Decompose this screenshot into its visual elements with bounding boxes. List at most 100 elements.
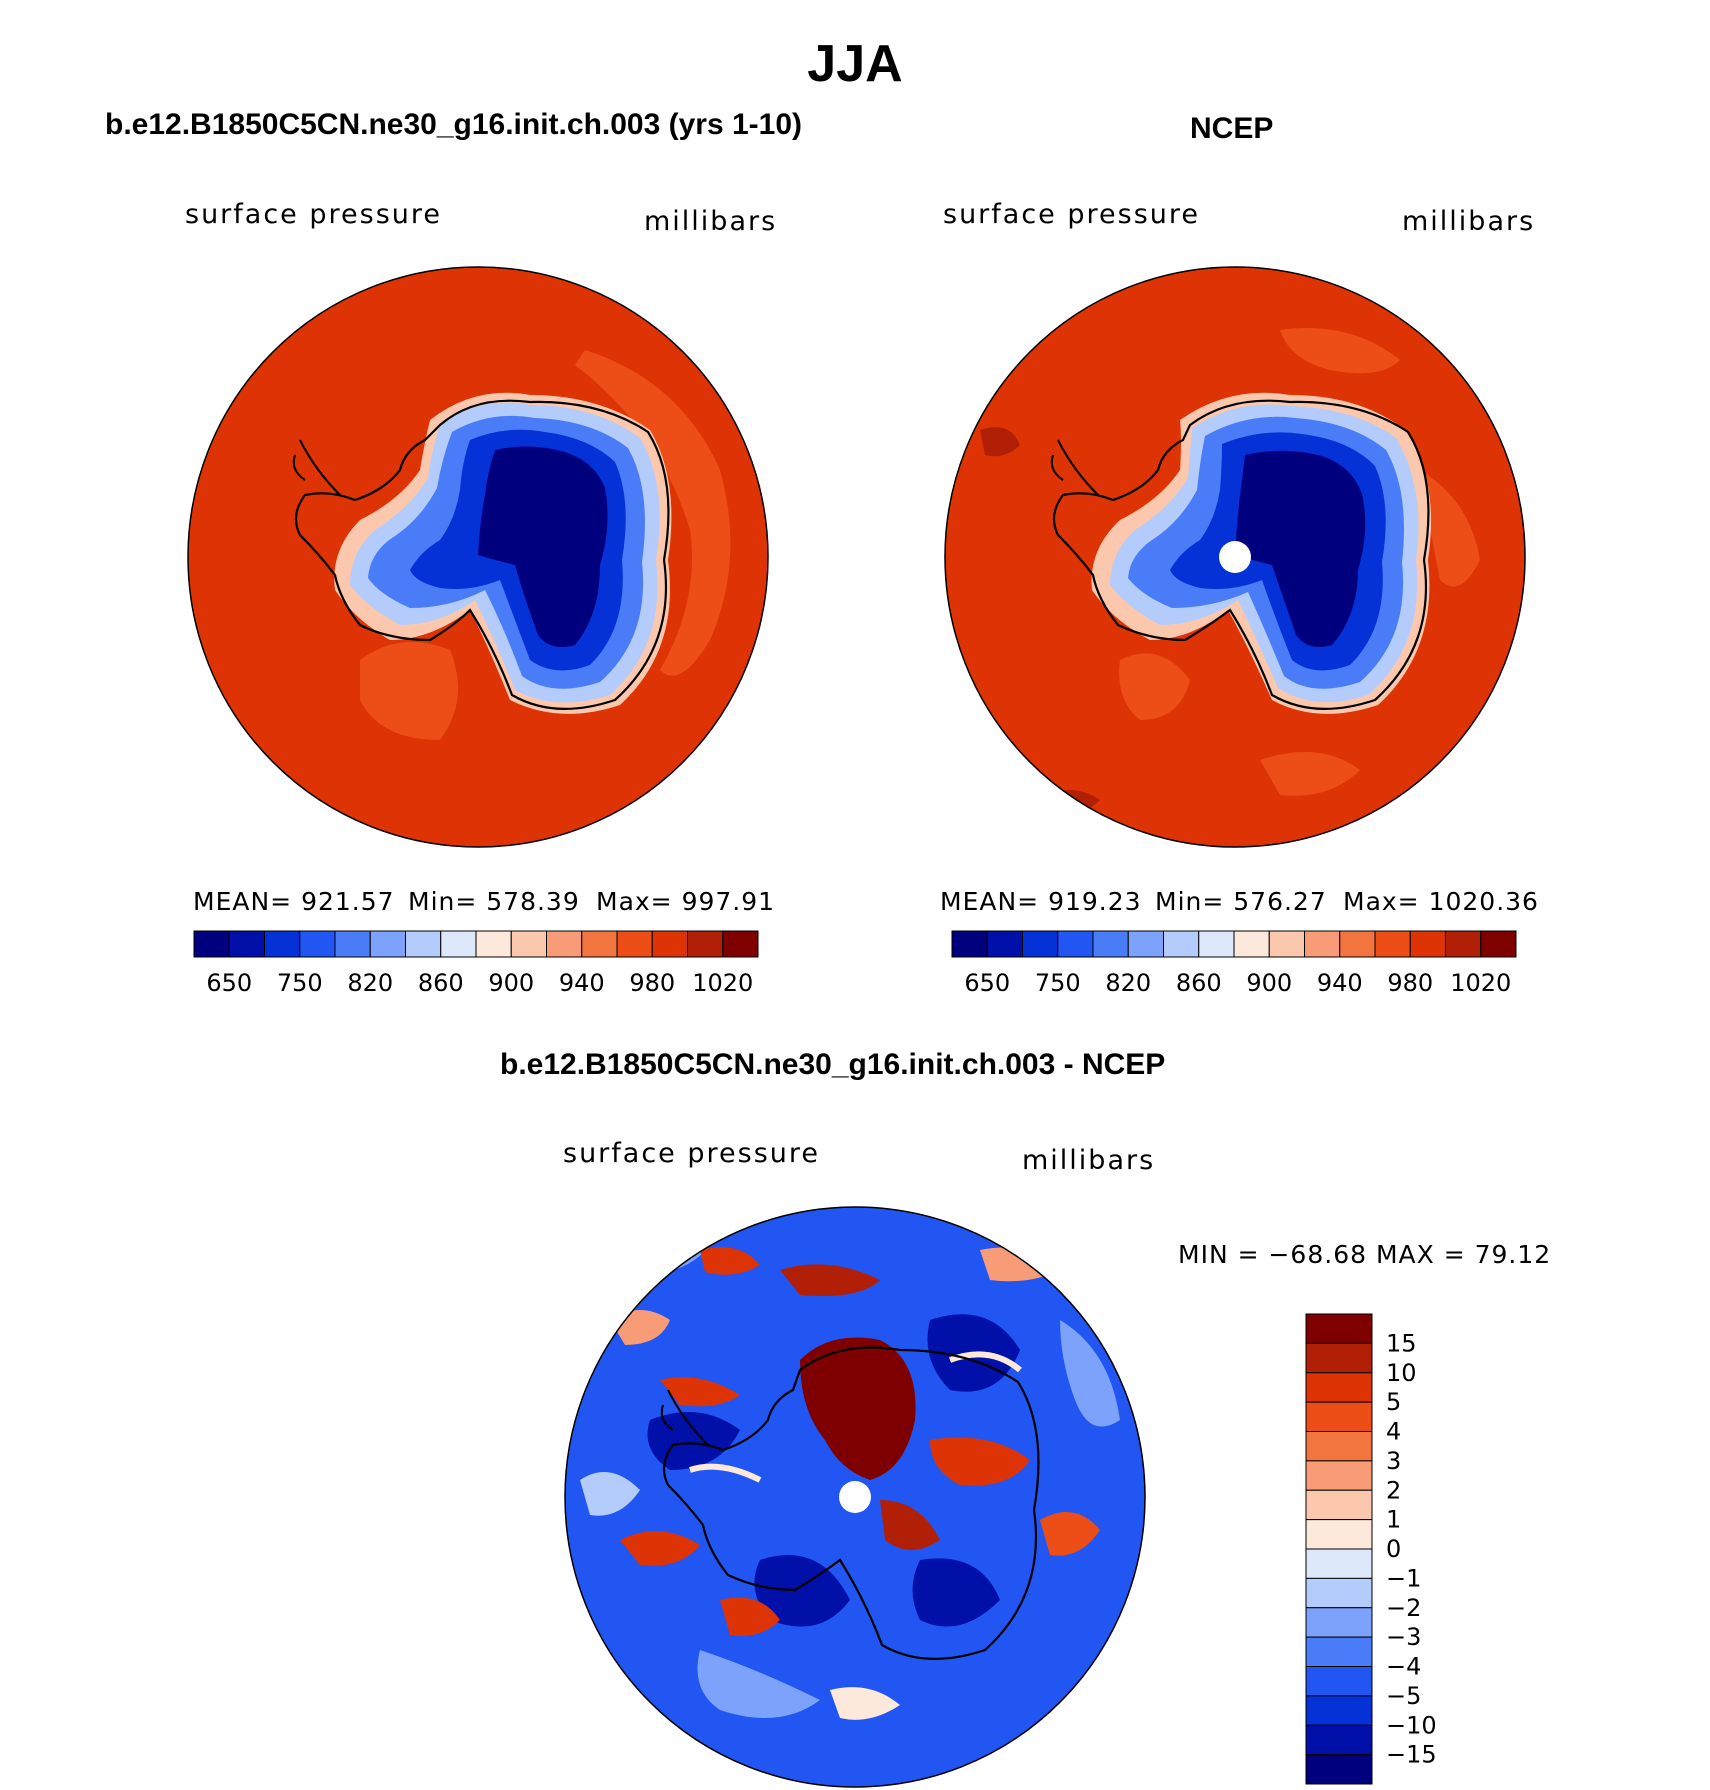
diff-strong-negative [912,1558,1000,1627]
diff-colorbar-swatch [1305,1548,1373,1579]
model-colorbar-tick-label: 900 [488,969,534,997]
diff-positive-band [880,1500,940,1550]
model-colorbar-tick-label: 650 [206,969,252,997]
diff-colorbar-tick-label: 10 [1386,1359,1417,1387]
model-colorbar-swatch [546,930,583,958]
diff-positive-band [930,1437,1030,1486]
model-colorbar-swatch [722,930,759,958]
obs-pressure-patch [1280,328,1400,374]
diff-colorbar-swatch [1305,1636,1373,1667]
diff-map [564,1206,1146,1788]
obs-colorbar-tick-label: 820 [1105,969,1151,997]
diff-variable-label: surface pressure [563,1138,820,1169]
obs-pressure-patch [1420,470,1480,587]
obs-colorbar-swatch [1480,930,1517,958]
diff-colorbar-tick-label: −1 [1386,1564,1421,1592]
diff-colorbar-swatch [1305,1519,1373,1550]
obs-colorbar-tick-label: 750 [1035,969,1081,997]
model-panel-title: b.e12.B1850C5CN.ne30_g16.init.ch.003 (yr… [105,108,803,141]
obs-min-stat: Min= 576.27 [1155,887,1327,916]
obs-colorbar-tick-label: 650 [964,969,1010,997]
model-colorbar-tick-label: 860 [418,969,464,997]
model-colorbar-tick-label: 750 [277,969,323,997]
diff-colorbar-tick-label: −10 [1386,1711,1437,1739]
obs-colorbar-swatch [986,930,1023,958]
diff-colorbar-swatch [1305,1666,1373,1697]
model-min-stat: Min= 578.39 [408,887,580,916]
model-colorbar-swatch [616,930,653,958]
diff-colorbar-tick-label: −3 [1386,1623,1421,1651]
model-colorbar-swatch [510,930,547,958]
obs-colorbar-tick-label: 1020 [1450,969,1511,997]
model-peninsula-coast [292,439,341,496]
obs-colorbar-tick-label: 860 [1176,969,1222,997]
obs-colorbar-swatch [1127,930,1164,958]
diff-colorbar-tick-label: −4 [1386,1653,1421,1681]
model-colorbar-swatch [581,930,618,958]
model-units-label: millibars [644,206,778,237]
diff-positive-band [1040,1512,1100,1556]
diff-colorbar-swatch [1305,1431,1373,1462]
obs-colorbar-tick-label: 900 [1246,969,1292,997]
diff-map-border [564,1206,1146,1788]
diff-colorbar-tick-label: −5 [1386,1682,1421,1710]
diff-colorbar-swatch [1305,1724,1373,1756]
obs-peninsula-coast [1050,439,1099,496]
model-colorbar-swatch [405,930,442,958]
diff-colorbar-tick-label: 0 [1386,1535,1401,1563]
diff-colorbar-swatch [1305,1754,1373,1785]
diff-colorbar-swatch [1305,1577,1373,1609]
obs-panel-title: NCEP [1190,112,1274,145]
obs-colorbar-tick-label: 940 [1317,969,1363,997]
model-colorbar-swatch [687,930,724,958]
obs-colorbar-swatch [1445,930,1482,958]
diff-colorbar-swatch [1305,1460,1373,1491]
obs-map [944,266,1526,848]
diff-colorbar-swatch [1305,1401,1373,1432]
diff-colorbar-swatch [1305,1695,1373,1726]
obs-colorbar-swatch [1057,930,1094,958]
diff-peninsula-coast [660,1389,709,1446]
obs-colorbar-swatch [951,930,988,958]
model-colorbar-swatch [193,930,230,958]
model-pressure-patch [360,642,458,740]
diff-colorbar-tick-label: 4 [1386,1418,1401,1446]
diff-weak-negative [697,1650,820,1718]
diff-colorbar-tick-label: 3 [1386,1447,1401,1475]
diff-panel-title: b.e12.B1850C5CN.ne30_g16.init.ch.003 - N… [500,1048,1166,1081]
diff-colorbar-swatch [1305,1313,1373,1344]
obs-colorbar: 650 750 820 860 900 940 980 1020 [951,930,1517,997]
model-colorbar-tick-label: 820 [347,969,393,997]
obs-pressure-patch [1119,653,1190,720]
diff-colorbar-tick-label: 5 [1386,1388,1401,1416]
model-colorbar: 650 750 820 860 900 940 980 1020 [193,930,759,997]
diff-positive-band [620,1531,700,1566]
diff-weak-negative [580,1472,640,1516]
model-colorbar-swatch [334,930,371,958]
diff-positive-band [780,1264,880,1296]
model-pressure-patch [575,350,731,676]
obs-map-border [944,266,1526,848]
diff-positive-band [660,1377,740,1407]
obs-colorbar-swatch [1409,930,1446,958]
obs-high-patch [980,427,1020,457]
obs-coastline [1052,399,1430,710]
model-max-stat: Max= 997.91 [596,887,776,916]
diff-positive-band [720,1597,780,1636]
model-colorbar-swatch [369,930,406,958]
diff-zero-contour [689,1351,1022,1483]
obs-variable-label: surface pressure [943,199,1200,230]
model-colorbar-swatch [651,930,688,958]
obs-colorbar-swatch [1233,930,1270,958]
model-colorbar-swatch [440,930,477,958]
diff-colorbar-swatch [1305,1489,1373,1521]
diff-weak-negative [1060,1320,1120,1427]
diff-colorbar-tick-label: 1 [1386,1506,1401,1534]
diff-colorbar-tick-label: 2 [1386,1476,1401,1504]
diff-units-label: millibars [1022,1145,1156,1176]
diff-colorbar-swatch [1305,1342,1373,1374]
obs-colorbar-swatch [1268,930,1305,958]
diff-coastline [662,1346,1040,1660]
